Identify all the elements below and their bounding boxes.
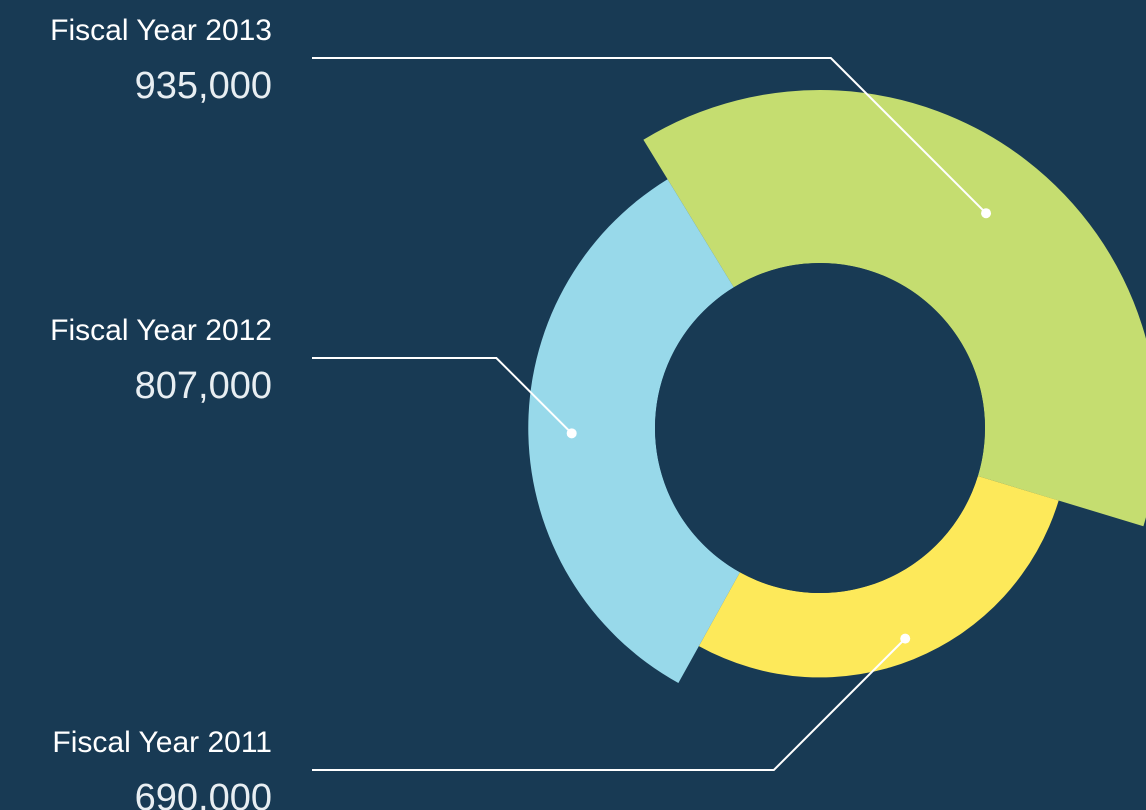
leader-dot	[981, 208, 992, 219]
polar-segment	[698, 475, 1059, 678]
category-label: Fiscal Year 2013	[50, 14, 272, 47]
value-label: 935,000	[135, 65, 272, 107]
polar-segment	[528, 179, 740, 684]
category-label: Fiscal Year 2011	[52, 726, 272, 759]
polar-segment	[643, 90, 1146, 527]
leader-dot	[566, 428, 577, 439]
leader-line	[312, 57, 987, 214]
leader-line	[312, 637, 906, 771]
donut-hole	[655, 263, 985, 593]
category-label: Fiscal Year 2012	[50, 314, 272, 347]
value-label: 807,000	[135, 365, 272, 407]
value-label: 690,000	[135, 777, 272, 810]
leader-line	[312, 357, 573, 435]
leader-dot	[900, 633, 911, 644]
